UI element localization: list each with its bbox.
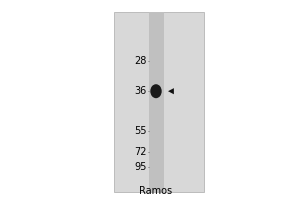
Text: 72: 72: [134, 147, 147, 157]
Bar: [148, 12, 164, 192]
Ellipse shape: [150, 84, 162, 98]
Text: 28: 28: [135, 56, 147, 66]
Text: 95: 95: [135, 162, 147, 172]
Polygon shape: [168, 88, 174, 94]
Text: 55: 55: [134, 126, 147, 136]
Bar: [114, 12, 204, 192]
Text: 36: 36: [135, 86, 147, 96]
Text: Ramos: Ramos: [140, 186, 172, 196]
